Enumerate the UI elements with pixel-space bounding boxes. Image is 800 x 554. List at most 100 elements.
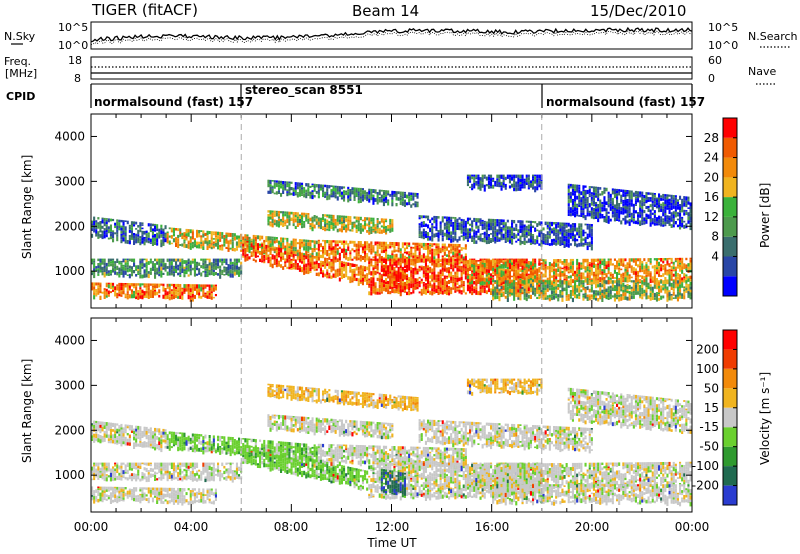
power-cell (324, 214, 327, 217)
power-cell (534, 187, 537, 193)
power-cell (448, 216, 451, 221)
power-cell (595, 290, 598, 293)
power-cell (525, 269, 528, 274)
power-cell (538, 277, 541, 280)
power-cell (492, 179, 495, 182)
power-cell (275, 212, 278, 217)
power-cell (504, 232, 507, 235)
power-cell (435, 277, 438, 281)
power-cell (364, 194, 367, 197)
power-cell (271, 219, 274, 222)
power-cell (359, 278, 362, 281)
power-cell (443, 232, 446, 237)
power-cell (160, 227, 163, 231)
power-cell (508, 229, 511, 234)
power-cell (618, 290, 621, 295)
power-cell (183, 269, 186, 272)
power-cell (277, 180, 280, 185)
power-cell (359, 218, 362, 221)
power-cell (529, 290, 532, 293)
power-cell (319, 243, 322, 245)
power-cell (221, 246, 224, 251)
power-cell (544, 290, 547, 293)
power-cell (271, 257, 274, 260)
power-cell (517, 292, 520, 296)
power-cell (387, 228, 390, 232)
power-cell (454, 238, 457, 241)
power-cell (387, 273, 390, 276)
power-cell (326, 224, 329, 229)
power-cell (317, 195, 320, 199)
power-cell (557, 262, 560, 264)
power-cell (592, 273, 595, 277)
power-cell (288, 211, 291, 216)
power-cell (584, 243, 587, 246)
power-cell (175, 286, 178, 290)
power-cell (466, 271, 469, 274)
power-cell (158, 294, 161, 298)
power-cell (611, 205, 614, 210)
power-cell (366, 273, 369, 275)
power-cell (576, 265, 579, 268)
power-cell (387, 265, 390, 270)
power-cell (574, 291, 577, 295)
power-cell (437, 289, 440, 292)
power-cell (343, 240, 346, 244)
power-cell (301, 222, 304, 226)
power-cell (124, 236, 127, 241)
power-cell (112, 218, 115, 222)
power-cell (385, 200, 388, 204)
power-cell (259, 245, 262, 249)
power-cell (154, 288, 157, 290)
power-cell (399, 281, 402, 286)
power-cell (561, 291, 564, 296)
power-cell (588, 272, 591, 275)
power-cell (322, 253, 325, 259)
power-cell (525, 177, 528, 180)
power-cell (603, 280, 606, 284)
power-cell (481, 224, 484, 227)
power-cell (445, 291, 448, 296)
power-cell (397, 274, 400, 279)
power-cell (340, 228, 343, 233)
power-cell (550, 266, 553, 271)
power-cell (309, 185, 312, 188)
power-cell (376, 218, 379, 220)
power-cell (557, 268, 560, 272)
power-cell (517, 297, 520, 300)
power-cell (580, 272, 583, 275)
power-cell (538, 263, 541, 266)
power-cell (244, 247, 247, 251)
power-cell (567, 206, 570, 210)
power-cell (427, 243, 430, 246)
power-cell (324, 193, 327, 196)
power-cell (269, 186, 272, 191)
power-cell (103, 288, 106, 291)
power-cell (454, 286, 457, 291)
power-cell (454, 251, 457, 254)
power-cell (112, 287, 115, 290)
power-cell (322, 220, 325, 222)
power-cell (322, 216, 325, 221)
power-cell (301, 212, 304, 216)
power-cell (508, 285, 511, 289)
power-cell (437, 261, 440, 264)
power-cell (553, 231, 556, 236)
power-cell (189, 265, 192, 269)
power-cell (532, 235, 535, 241)
power-cell (502, 291, 505, 294)
power-cell (441, 265, 444, 268)
power-cell (517, 259, 520, 261)
power-cell (454, 290, 457, 293)
power-cell (574, 283, 577, 288)
power-cell (340, 217, 343, 220)
power-cell (212, 287, 215, 292)
power-cell (191, 229, 194, 232)
power-cell (114, 263, 117, 266)
power-cell (204, 260, 207, 264)
power-cell (487, 238, 490, 241)
power-cell (376, 261, 379, 264)
power-cell (401, 285, 404, 290)
power-cell (172, 227, 175, 232)
power-cell (185, 263, 188, 266)
